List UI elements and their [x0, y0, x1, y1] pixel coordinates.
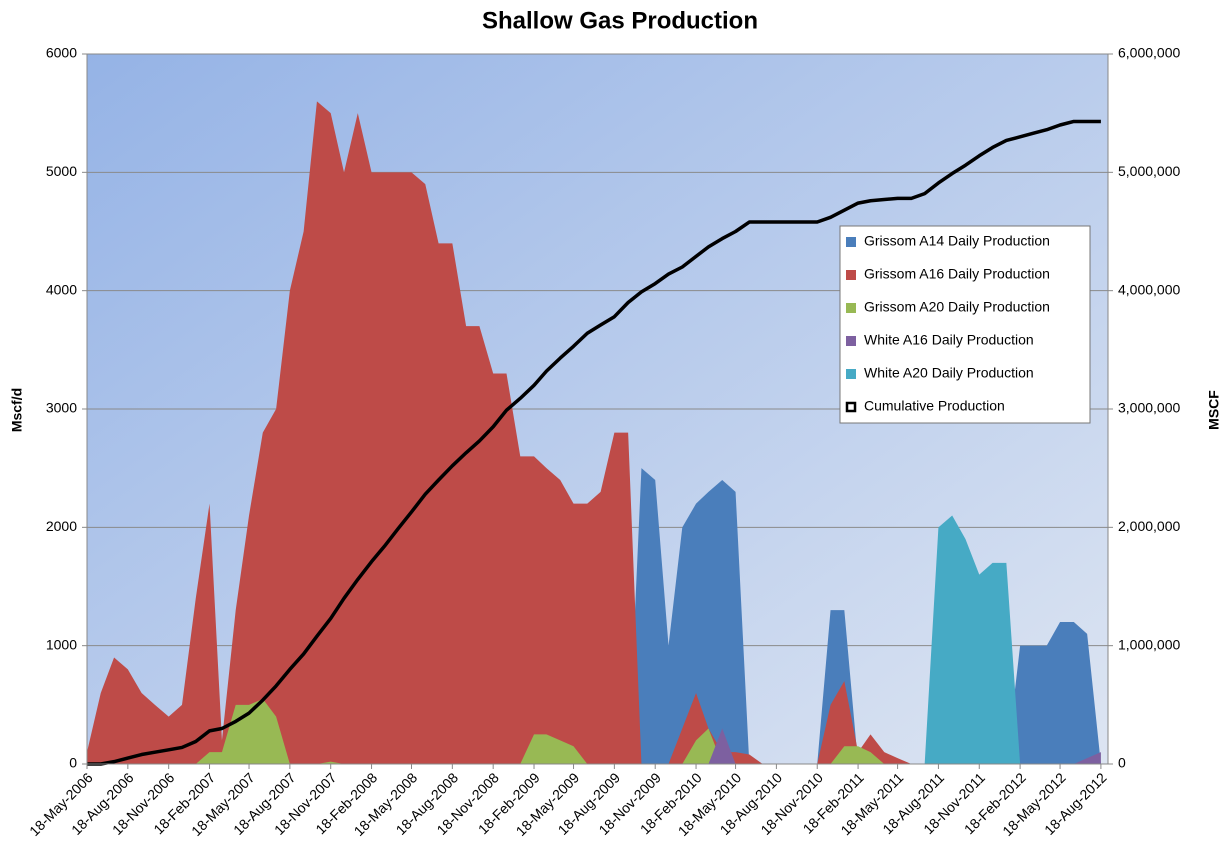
y2-tick-label: 2,000,000 — [1118, 518, 1180, 534]
legend-marker — [845, 401, 857, 413]
y2-tick-label: 4,000,000 — [1118, 281, 1180, 297]
y2-tick-label: 5,000,000 — [1118, 163, 1180, 179]
cumulative-line — [87, 119, 1101, 766]
legend-box — [839, 225, 1091, 424]
legend-label: Cumulative Production — [864, 398, 1005, 414]
lines — [87, 119, 1101, 766]
production-area — [87, 698, 1101, 764]
legend-label: White A16 Daily Production — [864, 332, 1034, 348]
y-tick-label: 3000 — [46, 400, 77, 416]
chart-title: Shallow Gas Production — [482, 7, 758, 34]
legend-label: Grissom A14 Daily Production — [864, 233, 1050, 249]
y2-tick-label: 6,000,000 — [1118, 45, 1180, 61]
y-tick-label: 5000 — [46, 163, 77, 179]
y-tick-label: 1000 — [46, 636, 77, 652]
y-tick-label: 4000 — [46, 281, 77, 297]
y2-tick-label: 0 — [1118, 755, 1126, 771]
legend-marker — [846, 270, 856, 280]
y2-tick-label: 1,000,000 — [1118, 636, 1180, 652]
legend-marker — [846, 369, 856, 379]
legend-label: Grissom A16 Daily Production — [864, 266, 1050, 282]
legend-marker — [846, 336, 856, 346]
y-tick-label: 6000 — [46, 45, 77, 61]
legend: Grissom A14 Daily Production Grissom A16 … — [845, 233, 1050, 414]
legend-label: Grissom A20 Daily Production — [864, 299, 1050, 315]
areas — [87, 101, 1101, 765]
y-axis-label: Mscf/d — [9, 388, 25, 432]
legend-label: White A20 Daily Production — [864, 365, 1034, 381]
legend-marker — [846, 303, 856, 313]
y-tick-label: 2000 — [46, 518, 77, 534]
y-tick-label: 0 — [69, 755, 77, 771]
legend-marker — [846, 237, 856, 247]
production-area — [87, 101, 1101, 765]
y2-tick-label: 3,000,000 — [1118, 400, 1180, 416]
y2-axis-label: MSCF — [1206, 390, 1222, 430]
production-area — [87, 468, 1101, 764]
production-area — [87, 515, 1101, 764]
